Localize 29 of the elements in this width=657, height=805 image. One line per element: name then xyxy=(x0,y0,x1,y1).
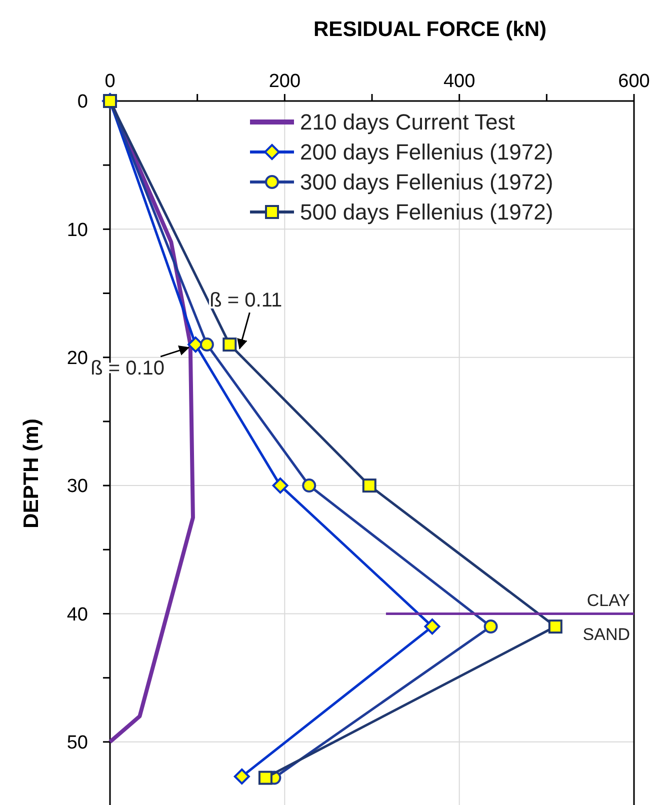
point xyxy=(258,770,272,785)
x-tick-label: 200 xyxy=(268,71,301,92)
point xyxy=(222,338,237,352)
legend-label: 300 days Fellenius (1972) xyxy=(300,170,554,195)
point xyxy=(234,768,250,785)
x-tick-label: 400 xyxy=(443,71,476,92)
annotation: SAND xyxy=(582,625,630,644)
point xyxy=(362,478,376,493)
y-tick-label: 40 xyxy=(66,604,88,626)
legend-label: 210 days Current Test xyxy=(300,110,515,135)
point xyxy=(272,478,288,494)
y-tick-label: 20 xyxy=(66,348,88,370)
y-tick-label: 0 xyxy=(77,92,88,113)
x-tick-label: 600 xyxy=(618,71,650,92)
y-axis-title: DEPTH (m) xyxy=(20,418,43,528)
x-axis-title: RESIDUAL FORCE (kN) xyxy=(314,18,546,41)
point xyxy=(200,338,214,352)
annotation: CLAY xyxy=(586,591,630,610)
point xyxy=(548,620,562,634)
legend-label: 500 days Fellenius (1972) xyxy=(300,200,554,225)
annotation: ß = 0.11 xyxy=(210,290,282,312)
y-tick-label: 50 xyxy=(66,732,88,754)
y-tick-label: 10 xyxy=(66,220,88,241)
point xyxy=(424,618,440,635)
x-tick-label: 0 xyxy=(104,71,116,92)
point xyxy=(484,620,498,634)
point xyxy=(302,478,316,493)
y-tick-label: 30 xyxy=(66,476,88,498)
legend-label: 200 days Fellenius (1972) xyxy=(300,140,554,165)
